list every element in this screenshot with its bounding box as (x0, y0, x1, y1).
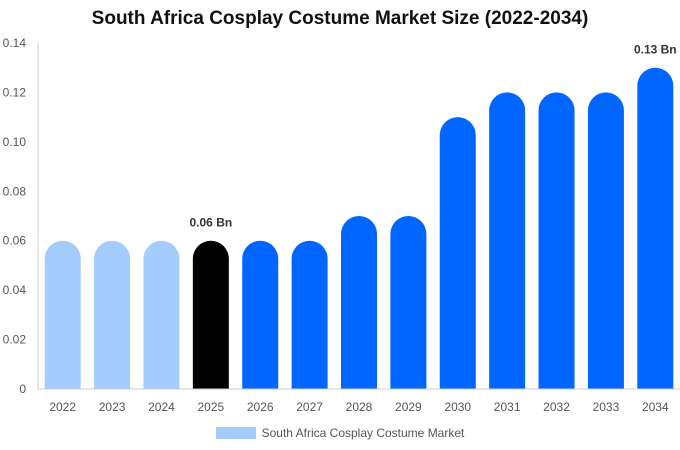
y-tick-label: 0.06 (3, 234, 27, 248)
bar-2026 (242, 240, 279, 389)
y-axis: 0 0.02 0.04 0.06 0.08 0.10 0.12 0.14 (3, 36, 39, 396)
x-tick-label: 2031 (494, 400, 521, 414)
data-label-2025: 0.06 Bn (190, 216, 233, 230)
bar-2030 (439, 117, 476, 389)
data-labels-group: 0.06 Bn 0.13 Bn (190, 43, 677, 230)
bar-2033 (587, 92, 624, 389)
bar-2027 (291, 240, 328, 389)
bar-2023 (94, 240, 131, 389)
x-tick-label: 2029 (395, 400, 422, 414)
y-tick-label: 0.02 (3, 333, 27, 347)
legend-label: South Africa Cosplay Costume Market (261, 426, 465, 440)
y-tick-label: 0.10 (3, 135, 27, 149)
bar-2022 (44, 240, 81, 389)
x-tick-label: 2024 (148, 400, 175, 414)
bar-2029 (390, 216, 427, 389)
bar-2025 (192, 240, 229, 389)
x-tick-label: 2032 (543, 400, 570, 414)
x-tick-label: 2026 (247, 400, 274, 414)
bar-2034 (637, 67, 674, 389)
legend: South Africa Cosplay Costume Market (0, 426, 680, 440)
x-tick-label: 2022 (49, 400, 76, 414)
y-tick-label: 0.04 (3, 283, 27, 297)
y-tick-label: 0 (19, 382, 26, 396)
x-tick-label: 2027 (296, 400, 323, 414)
bar-2028 (341, 216, 377, 389)
x-axis: 2022 2023 2024 2025 2026 2027 2028 2029 2030 2031… (38, 388, 680, 414)
data-label-2034: 0.13 Bn (634, 43, 677, 57)
bar-2024 (143, 240, 180, 389)
x-tick-label: 2030 (444, 400, 471, 414)
y-tick-label: 0.08 (3, 184, 27, 198)
x-tick-label: 2033 (593, 400, 620, 414)
x-tick-label: 2034 (642, 400, 669, 414)
y-tick-label: 0.14 (3, 36, 27, 50)
x-tick-label: 2025 (197, 400, 224, 414)
bar-2032 (538, 92, 575, 389)
bar-2031 (489, 92, 526, 389)
y-tick-label: 0.12 (3, 85, 27, 99)
chart-title: South Africa Cosplay Costume Market Size… (91, 8, 589, 29)
legend-swatch (215, 427, 256, 439)
bars-group (44, 67, 674, 389)
x-tick-label: 2023 (99, 400, 126, 414)
x-tick-label: 2028 (346, 400, 373, 414)
